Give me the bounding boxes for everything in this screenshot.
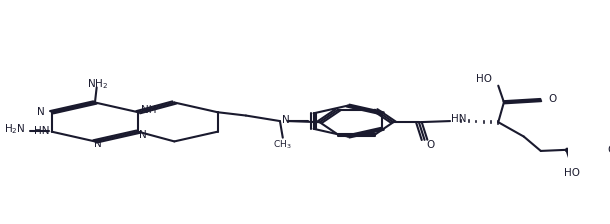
- Text: NH$_2$: NH$_2$: [87, 77, 109, 90]
- Text: CH$_3$: CH$_3$: [273, 138, 292, 151]
- Text: N: N: [94, 139, 102, 149]
- Text: O: O: [426, 140, 434, 150]
- Text: HN: HN: [34, 126, 49, 136]
- Text: N: N: [37, 107, 45, 117]
- Text: N: N: [139, 130, 146, 140]
- Text: O: O: [608, 145, 610, 155]
- Text: O: O: [548, 94, 556, 104]
- Text: HO: HO: [476, 74, 492, 84]
- Text: HN: HN: [451, 114, 466, 124]
- Text: H$_2$N: H$_2$N: [4, 123, 26, 136]
- Text: HO: HO: [564, 168, 580, 178]
- Text: NH: NH: [141, 105, 156, 114]
- Text: N: N: [282, 115, 290, 125]
